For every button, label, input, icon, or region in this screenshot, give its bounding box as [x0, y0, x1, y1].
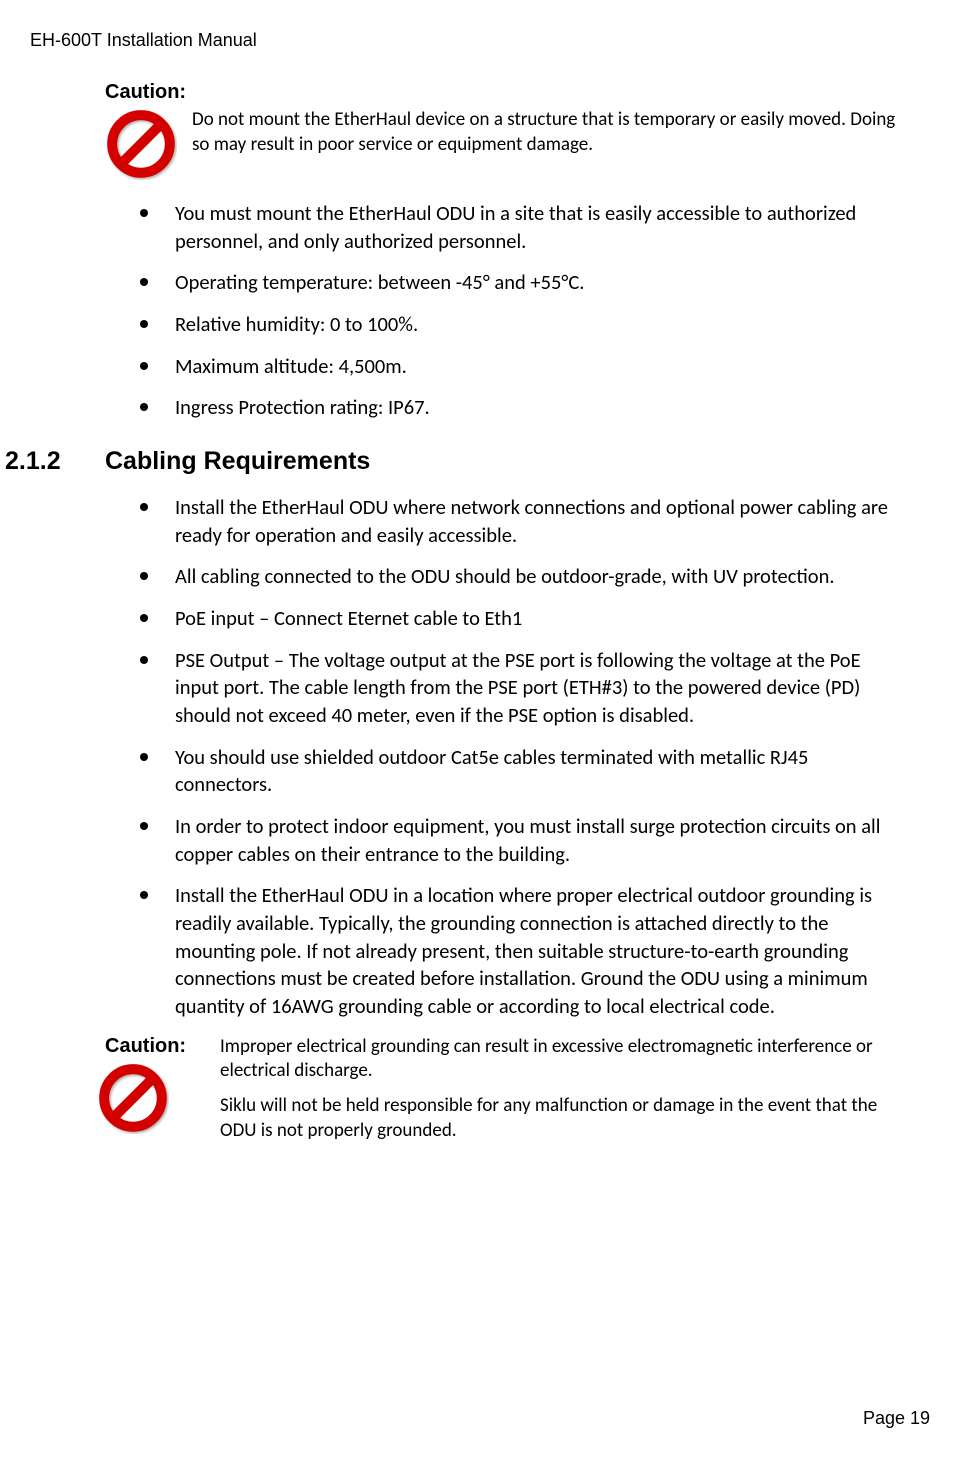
caution-row: Do not mount the EtherHaul device on a s… — [105, 108, 900, 185]
list-item: All cabling connected to the ODU should … — [140, 563, 900, 591]
caution-block-1: Caution: Do not mount the EtherHaul devi… — [105, 81, 900, 185]
page-footer: Page 19 — [863, 1408, 930, 1429]
list-item: You must mount the EtherHaul ODU in a si… — [140, 200, 900, 255]
caution-label: Caution: — [105, 81, 900, 104]
caution-left-col: Caution: — [105, 1035, 205, 1139]
caution-row: Caution: Improper electrical grounding — [105, 1035, 900, 1154]
bullet-list-1: You must mount the EtherHaul ODU in a si… — [140, 200, 900, 422]
document-header: EH-600T Installation Manual — [30, 30, 900, 51]
caution-text: Do not mount the EtherHaul device on a s… — [192, 108, 900, 157]
list-item: You should use shielded outdoor Cat5e ca… — [140, 744, 900, 799]
section-heading: 2.1.2Cabling Requirements — [0, 447, 900, 476]
caution-text: Improper electrical grounding can result… — [220, 1035, 900, 1154]
section-number: 2.1.2 — [0, 447, 105, 476]
list-item: Operating temperature: between -45° and … — [140, 269, 900, 297]
list-item: Ingress Protection rating: IP67. — [140, 394, 900, 422]
caution-block-2: Caution: Improper electrical grounding — [105, 1035, 900, 1154]
list-item: In order to protect indoor equipment, yo… — [140, 813, 900, 868]
prohibition-icon — [105, 108, 177, 185]
list-item: PSE Output – The voltage output at the P… — [140, 647, 900, 730]
page-container: EH-600T Installation Manual Caution: Do … — [0, 0, 960, 1464]
section-title: Cabling Requirements — [105, 447, 370, 475]
list-item: PoE input – Connect Eternet cable to Eth… — [140, 605, 900, 633]
list-item: Maximum altitude: 4,500m. — [140, 353, 900, 381]
bullet-list-2: Install the EtherHaul ODU where network … — [140, 494, 900, 1021]
caution-paragraph: Siklu will not be held responsible for a… — [220, 1094, 900, 1143]
list-item: Install the EtherHaul ODU where network … — [140, 494, 900, 549]
list-item: Install the EtherHaul ODU in a location … — [140, 882, 900, 1020]
list-item: Relative humidity: 0 to 100%. — [140, 311, 900, 339]
caution-paragraph: Improper electrical grounding can result… — [220, 1035, 900, 1084]
prohibition-icon — [97, 1062, 205, 1139]
caution-label: Caution: — [105, 1035, 205, 1058]
